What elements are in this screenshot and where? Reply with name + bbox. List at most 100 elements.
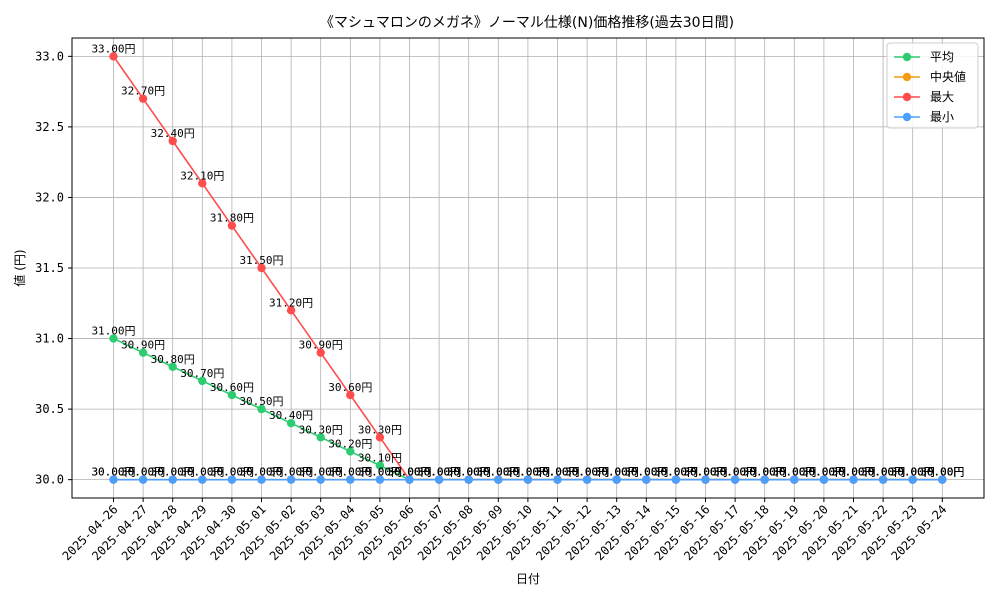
data-label: 30.00円 (831, 466, 875, 479)
data-label: 30.00円 (506, 466, 550, 479)
data-point (257, 404, 266, 414)
data-label: 30.70円 (180, 367, 224, 380)
data-label: 30.00円 (91, 466, 135, 479)
data-label: 30.00円 (535, 466, 579, 479)
data-point (168, 362, 177, 371)
data-point (198, 475, 207, 484)
y-tick-label: 31.5 (35, 261, 64, 275)
data-label: 30.00円 (772, 466, 816, 479)
data-label: 30.00円 (447, 466, 491, 479)
legend-label: 最小 (930, 110, 954, 124)
data-label: 30.00円 (831, 466, 875, 479)
data-label: 30.00円 (565, 466, 609, 479)
data-label: 30.00円 (387, 466, 431, 479)
data-label: 30.00円 (624, 466, 668, 479)
data-point (790, 475, 799, 484)
data-point (286, 419, 296, 428)
data-point (375, 433, 385, 442)
data-label: 30.00円 (802, 466, 846, 479)
data-label: 30.00円 (447, 466, 491, 479)
data-label: 30.00円 (595, 466, 639, 479)
data-label: 30.00円 (387, 466, 431, 479)
data-label: 30.00円 (920, 466, 964, 479)
data-label: 30.00円 (299, 466, 343, 479)
x-axis-title: 日付 (516, 572, 540, 586)
data-label: 31.80円 (210, 212, 254, 225)
data-label: 30.00円 (920, 466, 964, 479)
data-point (109, 52, 118, 61)
data-point (375, 475, 385, 484)
data-label: 30.00円 (743, 466, 787, 479)
data-point (434, 475, 444, 484)
data-label: 30.00円 (802, 466, 846, 479)
data-point (523, 475, 533, 484)
legend-label: 中央値 (930, 69, 966, 84)
y-tick-label: 33.0 (35, 49, 64, 63)
data-label: 30.00円 (447, 466, 491, 479)
data-label: 30.00円 (358, 466, 402, 479)
data-label: 30.00円 (535, 466, 579, 479)
data-label: 30.00円 (328, 466, 372, 479)
data-label: 30.20円 (328, 437, 372, 450)
data-label: 30.00円 (535, 466, 579, 479)
data-point (138, 94, 148, 103)
data-label: 30.00円 (476, 466, 520, 479)
data-label: 30.00円 (506, 466, 550, 479)
legend-label: 平均 (930, 50, 954, 64)
data-label: 31.00円 (91, 325, 135, 338)
data-label: 30.00円 (713, 466, 757, 479)
data-label: 30.00円 (831, 466, 875, 479)
data-point (730, 475, 740, 484)
data-label: 30.00円 (210, 466, 254, 479)
data-label: 30.10円 (358, 452, 402, 465)
data-point (405, 475, 414, 484)
data-label: 30.00円 (654, 466, 698, 479)
data-point (878, 475, 888, 484)
data-point (701, 475, 710, 484)
data-label: 30.00円 (595, 466, 639, 479)
data-label: 30.00円 (772, 466, 816, 479)
data-label: 31.50円 (239, 254, 283, 267)
data-label: 30.00円 (328, 466, 372, 479)
data-point (612, 475, 621, 484)
data-point (316, 348, 325, 357)
y-tick-label: 32.5 (35, 120, 64, 134)
data-label: 30.50円 (239, 395, 283, 408)
data-label: 30.00円 (654, 466, 698, 479)
data-label: 30.00円 (535, 466, 579, 479)
data-label: 30.00円 (210, 466, 254, 479)
data-label: 30.80円 (151, 353, 195, 366)
data-label: 32.10円 (180, 169, 224, 182)
x-axis: 2025-04-262025-04-272025-04-282025-04-29… (60, 498, 949, 563)
data-label: 31.20円 (269, 296, 313, 309)
data-label: 30.00円 (387, 466, 431, 479)
data-label: 30.00円 (476, 466, 520, 479)
data-label: 30.00円 (772, 466, 816, 479)
data-point (849, 475, 858, 484)
data-label: 30.00円 (713, 466, 757, 479)
data-label: 30.00円 (417, 466, 461, 479)
data-label: 32.40円 (151, 127, 195, 140)
data-label: 30.00円 (891, 466, 935, 479)
data-label: 30.00円 (624, 466, 668, 479)
data-label: 30.00円 (743, 466, 787, 479)
grid (72, 38, 984, 498)
data-label: 30.00円 (683, 466, 727, 479)
data-point (938, 475, 947, 484)
data-point (109, 334, 118, 343)
chart-title: 《マシュマロンのメガネ》ノーマル仕様(N)価格推移(過去30日間) (320, 15, 734, 31)
data-label: 30.00円 (91, 466, 135, 479)
data-label: 30.00円 (506, 466, 550, 479)
y-tick-label: 30.0 (35, 473, 64, 487)
series-layer (109, 52, 947, 484)
data-point (464, 475, 473, 484)
legend-marker (902, 52, 912, 62)
data-label: 30.00円 (802, 466, 846, 479)
data-point (227, 221, 237, 230)
data-label: 30.00円 (299, 466, 343, 479)
data-label: 32.70円 (121, 85, 165, 98)
data-label: 30.00円 (624, 466, 668, 479)
data-label: 30.00円 (654, 466, 698, 479)
data-point (257, 263, 266, 273)
